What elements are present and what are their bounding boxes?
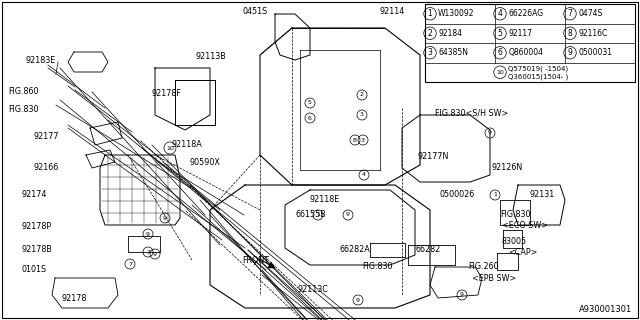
Text: 9: 9 <box>488 131 492 135</box>
Text: 1: 1 <box>493 193 497 197</box>
Text: 92117: 92117 <box>508 29 532 38</box>
Text: Q860004: Q860004 <box>508 48 543 57</box>
Text: 0101S: 0101S <box>22 265 47 274</box>
Text: FIG.830: FIG.830 <box>500 210 531 219</box>
Text: <CAP>: <CAP> <box>508 248 538 257</box>
Text: 7: 7 <box>146 250 150 254</box>
Text: A930001301: A930001301 <box>579 305 632 314</box>
Bar <box>425 4 635 82</box>
Text: 92178F: 92178F <box>152 89 182 98</box>
Text: 2: 2 <box>360 92 364 98</box>
Text: 92184: 92184 <box>438 29 462 38</box>
Text: <ECO SW>: <ECO SW> <box>502 221 548 230</box>
Text: 66155B: 66155B <box>295 210 326 219</box>
Text: 83005: 83005 <box>502 237 527 246</box>
Text: 64385N: 64385N <box>438 48 468 57</box>
Text: 0500031: 0500031 <box>579 48 612 57</box>
Text: FIG.860: FIG.860 <box>8 87 38 96</box>
Text: 8: 8 <box>353 138 357 142</box>
Text: FIG.830: FIG.830 <box>8 105 38 114</box>
Text: 4: 4 <box>497 9 502 18</box>
Text: 92118E: 92118E <box>310 195 340 204</box>
Text: 9: 9 <box>356 298 360 302</box>
Text: 3: 3 <box>361 138 365 142</box>
Text: 92116C: 92116C <box>579 29 607 38</box>
Text: 92113C: 92113C <box>297 285 328 294</box>
Text: <EPB SW>: <EPB SW> <box>472 274 516 283</box>
Text: 6: 6 <box>308 116 312 121</box>
Text: 92166: 92166 <box>33 163 58 172</box>
Text: 92126N: 92126N <box>492 163 524 172</box>
Text: 92177: 92177 <box>33 132 58 141</box>
Text: 92178P: 92178P <box>22 222 52 231</box>
Text: 9: 9 <box>153 252 157 257</box>
Text: 9: 9 <box>568 48 572 57</box>
Text: 92178: 92178 <box>62 294 88 303</box>
Text: 4: 4 <box>362 172 366 178</box>
Text: 5: 5 <box>497 29 502 38</box>
Text: 92114: 92114 <box>380 7 405 16</box>
Text: 66226AG: 66226AG <box>508 9 543 18</box>
Text: 3: 3 <box>360 113 364 117</box>
Text: 66282A: 66282A <box>339 245 370 254</box>
Text: 0474S: 0474S <box>579 9 602 18</box>
Text: 0500026: 0500026 <box>440 190 476 199</box>
Text: 7: 7 <box>128 261 132 267</box>
Text: 5: 5 <box>308 100 312 106</box>
Text: 10: 10 <box>166 146 174 150</box>
Text: 92118A: 92118A <box>172 140 203 149</box>
Text: 9: 9 <box>460 292 464 298</box>
Text: 7: 7 <box>568 9 572 18</box>
Text: Q575019( -1504): Q575019( -1504) <box>508 65 568 72</box>
Text: 92174: 92174 <box>22 190 47 199</box>
Text: 90590X: 90590X <box>190 158 221 167</box>
Text: 9: 9 <box>163 215 167 220</box>
Text: 92177N: 92177N <box>418 152 449 161</box>
Text: 2: 2 <box>428 29 433 38</box>
Text: 1: 1 <box>316 212 320 218</box>
Text: 6: 6 <box>497 48 502 57</box>
Text: 10: 10 <box>496 70 504 75</box>
Text: 66282: 66282 <box>415 245 440 254</box>
Text: 0451S: 0451S <box>243 7 268 16</box>
Text: 9: 9 <box>346 212 350 218</box>
Text: 92113B: 92113B <box>196 52 227 61</box>
Text: Q360015(1504- ): Q360015(1504- ) <box>508 74 568 80</box>
Text: 3: 3 <box>428 48 433 57</box>
Text: 92178B: 92178B <box>22 245 53 254</box>
Text: 8: 8 <box>568 29 572 38</box>
Text: FIG.260: FIG.260 <box>468 262 499 271</box>
Text: 9: 9 <box>146 231 150 236</box>
Text: W130092: W130092 <box>438 9 475 18</box>
Text: FIG.830: FIG.830 <box>362 262 392 271</box>
Text: FRONT: FRONT <box>242 256 269 265</box>
Text: 1: 1 <box>428 9 433 18</box>
Text: 92183E: 92183E <box>26 56 56 65</box>
Text: FIG.830<S/H SW>: FIG.830<S/H SW> <box>435 108 508 117</box>
Text: 92131: 92131 <box>530 190 556 199</box>
